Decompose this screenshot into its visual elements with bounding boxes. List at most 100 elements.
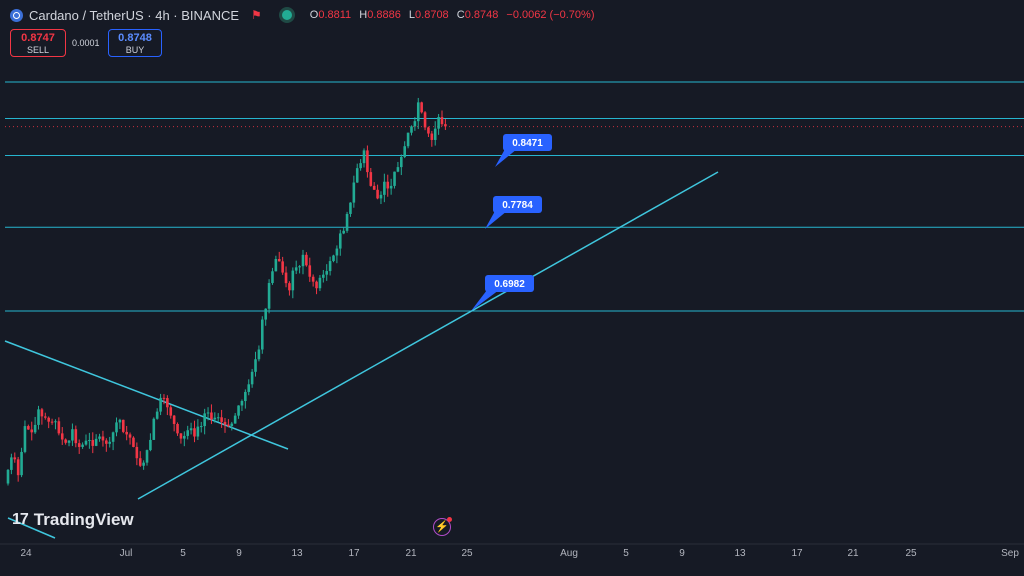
- x-tick-label: 24: [20, 548, 32, 559]
- ohlc-high-key: H: [359, 9, 368, 21]
- candle-body: [260, 319, 264, 350]
- symbol-header: Cardano / TetherUS · 4h · BINANCE ⚑ O0.8…: [10, 6, 600, 24]
- candle-body: [210, 412, 213, 420]
- candle-body: [305, 254, 308, 266]
- candle-body: [372, 185, 376, 190]
- candle-body: [220, 417, 223, 422]
- candle-body: [413, 121, 417, 127]
- ohlc-change-value: −0.0062 (−0.70%): [506, 9, 595, 21]
- candle-body: [196, 426, 200, 437]
- market-status-icon: [281, 10, 292, 20]
- candle-body: [247, 384, 251, 392]
- sell-label: SELL: [26, 45, 50, 55]
- candle-body: [206, 412, 210, 414]
- candle-body: [430, 133, 434, 140]
- x-tick-label: 13: [291, 548, 303, 559]
- candle-body: [271, 271, 274, 284]
- candle-body: [162, 397, 166, 399]
- candle-body: [193, 428, 196, 437]
- callout-pointer: [485, 211, 507, 229]
- candle-body: [216, 417, 220, 419]
- x-tick-label: 17: [348, 548, 360, 559]
- candle-body: [43, 416, 47, 418]
- candle-body: [396, 167, 400, 172]
- ohlc-low-value: 0.8708: [415, 9, 449, 21]
- candle-body: [155, 411, 159, 419]
- tradingview-logo[interactable]: 17 TradingView: [12, 510, 134, 530]
- candle-body: [410, 126, 413, 133]
- candle-body: [264, 308, 267, 320]
- candle-body: [332, 255, 335, 262]
- callout-box: [503, 134, 552, 151]
- candle-body: [169, 407, 173, 416]
- callout-box: [485, 275, 534, 292]
- callout-label: 0.8471: [512, 138, 543, 149]
- time-axis: 24 Jul 5 9 13 17 21 25 Aug 5 9 13 17 21 25 Sep: [20, 548, 1019, 559]
- x-tick-label: 5: [623, 548, 629, 559]
- candle-body: [135, 446, 139, 459]
- candle-body: [288, 283, 291, 291]
- candle-body: [13, 457, 17, 460]
- candle-body: [138, 458, 142, 466]
- candle-body: [179, 433, 183, 439]
- candle-body: [325, 271, 329, 275]
- x-tick-label: 13: [734, 548, 746, 559]
- callout-label: 0.6982: [494, 279, 525, 290]
- candle-body: [376, 189, 379, 199]
- candle-body: [267, 283, 271, 309]
- ohlc-close-key: C: [456, 9, 465, 21]
- x-tick-label: Jul: [120, 548, 133, 559]
- x-tick-label: 25: [905, 548, 917, 559]
- ohlc-values: O0.8811 H0.8886 L0.8708 C0.8748 −0.0062 …: [310, 9, 600, 21]
- sell-button[interactable]: 0.8747 SELL: [10, 29, 66, 57]
- candle-body: [277, 258, 281, 262]
- candle-body: [159, 397, 162, 412]
- candle-body: [240, 401, 244, 406]
- candle-body: [128, 434, 132, 438]
- candle-body: [230, 423, 234, 427]
- candle-body: [322, 274, 325, 278]
- horizontal-levels: [5, 81, 1024, 312]
- buy-price: 0.8748: [118, 32, 152, 44]
- candle-body: [349, 202, 352, 214]
- candle-body: [47, 417, 50, 422]
- candle-body: [105, 440, 108, 444]
- candle-body: [30, 429, 34, 433]
- lightning-icon[interactable]: ⚡: [433, 517, 452, 536]
- candle-body: [91, 440, 95, 446]
- candle-body: [416, 102, 420, 122]
- ohlc-high-value: 0.8886: [367, 9, 401, 21]
- cardano-coin-icon: [10, 8, 23, 22]
- candle-body: [254, 359, 257, 372]
- candle-body: [223, 421, 227, 425]
- candle-body: [250, 371, 254, 385]
- candle-body: [57, 421, 61, 434]
- x-tick-label: 21: [847, 548, 859, 559]
- symbol-title[interactable]: Cardano / TetherUS · 4h · BINANCE: [29, 7, 240, 23]
- candle-body: [328, 261, 332, 272]
- candle-body: [37, 409, 40, 425]
- candle-body: [54, 421, 57, 423]
- ohlc-open-key: O: [309, 9, 319, 21]
- candle-body: [281, 261, 284, 273]
- flag-icon[interactable]: ⚑: [251, 8, 262, 22]
- candle-body: [355, 168, 359, 183]
- candle-body: [152, 418, 156, 440]
- buy-button[interactable]: 0.8748 BUY: [108, 29, 162, 57]
- candle-body: [10, 457, 13, 470]
- candle-body: [284, 272, 288, 284]
- candle-body: [125, 431, 128, 435]
- candle-body: [23, 426, 27, 452]
- candle-body: [94, 438, 98, 446]
- candle-body: [74, 429, 78, 444]
- candle-body: [406, 132, 410, 147]
- candle-body: [386, 181, 390, 189]
- price-callouts: 0.8471 0.7784 0.6982: [471, 134, 552, 311]
- logo-text: TradingView: [33, 510, 134, 529]
- x-tick-label: 9: [236, 548, 242, 559]
- candle-body: [301, 254, 305, 267]
- ohlc-open-value: 0.8811: [318, 9, 352, 21]
- candle-body: [237, 405, 240, 416]
- candle-body: [362, 150, 366, 164]
